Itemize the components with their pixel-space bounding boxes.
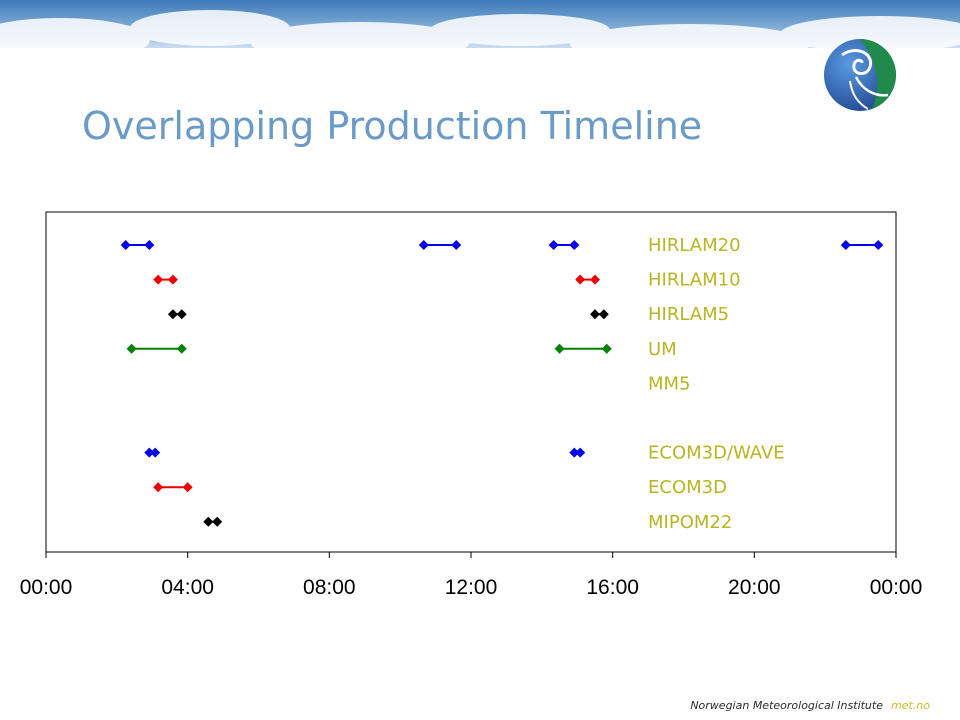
x-tick-label: 16:00 — [586, 576, 639, 599]
series-label: ECOM3D/WAVE — [648, 443, 785, 464]
series-label: ECOM3D — [648, 477, 727, 498]
x-tick-label: 12:00 — [445, 576, 498, 599]
interval-marker — [126, 343, 137, 354]
interval-marker — [589, 274, 600, 285]
interval-marker — [548, 240, 559, 250]
interval-marker — [212, 516, 223, 527]
interval-marker — [569, 240, 580, 250]
interval-marker — [120, 240, 131, 250]
sky-banner — [0, 0, 960, 60]
interval-marker — [144, 240, 155, 250]
globe-logo-icon — [824, 39, 897, 111]
footer-brand: met.no — [891, 699, 930, 712]
interval-marker — [418, 240, 429, 250]
x-tick-label: 04:00 — [161, 576, 214, 599]
interval-marker — [167, 309, 178, 320]
interval-marker — [176, 309, 187, 320]
interval-marker — [575, 447, 586, 458]
interval-marker — [451, 240, 462, 250]
series-label: HIRLAM5 — [648, 304, 729, 325]
series-label: HIRLAM20 — [648, 235, 741, 256]
interval-marker — [569, 447, 580, 458]
interval-marker — [182, 482, 193, 493]
interval-marker — [589, 309, 600, 320]
interval-marker — [176, 343, 187, 354]
series-label: MIPOM22 — [648, 512, 732, 533]
interval-marker — [150, 447, 161, 458]
plot-area — [45, 211, 897, 553]
x-tick-label: 00:00 — [20, 576, 73, 599]
timeline-chart: 00:00 04:00 08:00 12:00 16:00 20:00 00:00 HIRLA… — [20, 211, 923, 599]
interval-marker — [203, 516, 214, 527]
interval-marker — [153, 482, 164, 493]
series-label: UM — [648, 339, 677, 360]
interval-marker — [575, 274, 586, 285]
series-label: MM5 — [648, 373, 691, 394]
footer: Norwegian Meteorological Institute met.no — [690, 699, 930, 712]
x-tick-label: 00:00 — [870, 576, 923, 599]
interval-marker — [167, 274, 178, 285]
interval-marker — [554, 343, 565, 354]
interval-marker — [840, 240, 851, 250]
series-label: HIRLAM10 — [648, 270, 741, 291]
interval-marker — [873, 240, 884, 250]
interval-marker — [153, 274, 164, 285]
interval-marker — [598, 309, 609, 320]
page-title: Overlapping Production Timeline — [82, 104, 703, 148]
x-tick-label: 20:00 — [728, 576, 781, 599]
interval-marker — [144, 447, 155, 458]
footer-institute: Norwegian Meteorological Institute — [690, 699, 883, 712]
x-tick-label: 08:00 — [303, 576, 356, 599]
interval-marker — [601, 343, 612, 354]
